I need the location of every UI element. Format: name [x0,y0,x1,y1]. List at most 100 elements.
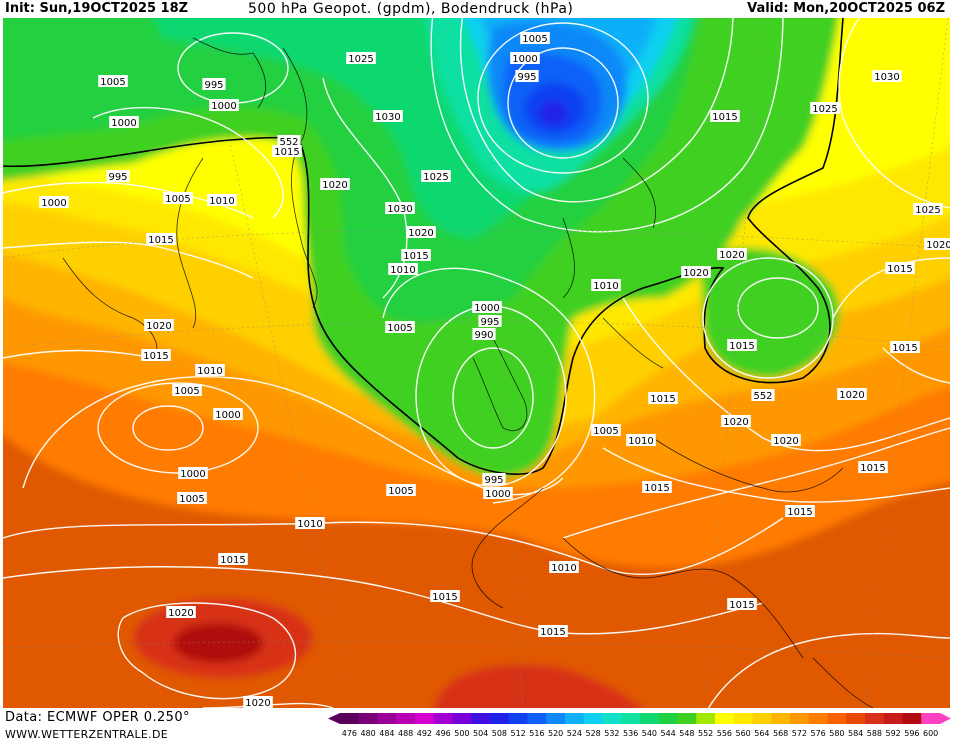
isobar-label-background [591,424,621,436]
scale-left-arrow [328,713,340,724]
scale-tick-label: 552 [698,729,713,738]
isobar-label: 1000 [211,101,236,112]
scale-tick-label: 560 [735,729,750,738]
isobar-label-background [373,110,403,122]
isobar-label-background [172,384,202,396]
isobar-label-background [178,467,208,479]
color-swatch-496 [433,713,453,724]
isobar-label: 1030 [387,204,412,215]
isobar-label-background [538,625,568,637]
isobar-label: 1005 [388,486,413,497]
isobar-label-background [717,248,747,260]
contour-552-label: 552 [753,391,772,402]
isobar-label: 1000 [512,54,537,65]
isobar-label-background [810,102,840,114]
color-swatch-596 [902,713,922,724]
isobar-label: 1030 [375,112,400,123]
isobar-label: 1020 [683,268,708,279]
color-swatch-588 [865,713,885,724]
isobar-label-background [106,170,130,182]
isobar-label-background [648,392,678,404]
scale-tick-label: 520 [548,729,563,738]
color-swatch-512 [508,713,528,724]
scale-tick-label: 568 [773,729,788,738]
isobar-label: 1025 [915,205,940,216]
coastlines [62,37,874,708]
scale-tick-label: 540 [642,729,657,738]
isobar-label: 1015 [274,147,299,158]
isobar-label: 1015 [729,341,754,352]
scale-tick-label: 476 [342,729,357,738]
valid-time: Valid: Mon,20OCT2025 06Z [747,1,945,16]
isobar-label-background [681,266,711,278]
isobar-label: 1010 [593,281,618,292]
isobar-label-background [346,52,376,64]
color-swatch-592 [883,713,903,724]
isobar-label: 1010 [197,366,222,377]
isobar-label-background [218,553,248,565]
isobar-label: 995 [108,172,127,183]
isobar-label-background [858,461,888,473]
isobar-label: 1015 [540,627,565,638]
isobar-label-background [195,364,225,376]
isobar-label-background [177,492,207,504]
scale-tick-label: 532 [604,729,619,738]
isobar-label: 1015 [403,251,428,262]
scale-tick-label: 500 [454,729,469,738]
isobar-label: 990 [474,330,493,341]
scale-tick-label: 600 [923,729,938,738]
color-swatch-536 [621,713,641,724]
color-swatch-584 [846,713,866,724]
color-swatch-572 [790,713,810,724]
isobar-label-background [406,226,436,238]
init-time: Init: Sun,19OCT2025 18Z [5,1,189,16]
color-swatch-540 [640,713,660,724]
scale-tick-label: 572 [792,729,807,738]
isobar-label-background [721,415,751,427]
color-swatch-500 [452,713,472,724]
scale-tick-label: 596 [904,729,919,738]
data-source: Data: ECMWF OPER 0.250° [5,710,190,725]
isobar-label: 1000 [41,198,66,209]
isobar-label: 1020 [168,608,193,619]
website-credit: WWW.WETTERZENTRALE.DE [5,728,168,741]
header-bar: Init: Sun,19OCT2025 18Z 500 hPa Geopot. … [0,0,955,18]
scale-tick-label: 556 [717,729,732,738]
isobar-label-background [141,349,171,361]
contour-552-label-background [751,389,775,401]
isobar-label: 1020 [926,240,950,251]
isobar-label-background [727,598,757,610]
isobar-label: 1010 [551,563,576,574]
isobar-label: 1020 [839,390,864,401]
color-swatch-492 [415,713,435,724]
isobar-label: 1005 [165,194,190,205]
color-scale-ticks: 476 480 484 488 492 496 500 504 508 512 516 520 524 5… [342,729,939,738]
isobar-label: 1015 [729,600,754,611]
isobar-label: 1015 [220,555,245,566]
color-swatch-544 [658,713,678,724]
isobar-label-background [472,301,502,313]
isobar-label-background [785,505,815,517]
isobar-label-background [421,170,451,182]
isobar-label: 1020 [245,698,270,708]
color-swatch-548 [677,713,697,724]
isobar-label-background [202,78,226,90]
isobar-label: 1020 [408,228,433,239]
isobar-label-background [243,696,273,708]
isobar-label-background [207,194,237,206]
isobar-label-background [430,590,460,602]
isobar-label: 1005 [100,77,125,88]
isobar-label: 1015 [143,351,168,362]
isobar-label: 1025 [348,54,373,65]
isobar-label: 1015 [787,507,812,518]
scale-tick-label: 496 [435,729,450,738]
isobar-label-background [320,178,350,190]
color-swatch-484 [377,713,397,724]
isobar-label-background [482,473,506,485]
isobar-label: 1015 [432,592,457,603]
isobar-label: 1015 [644,483,669,494]
isobar-label-background [386,484,416,496]
isobar-label: 1020 [146,321,171,332]
isobar-label-background [472,328,496,340]
isobar-label-background [837,388,867,400]
